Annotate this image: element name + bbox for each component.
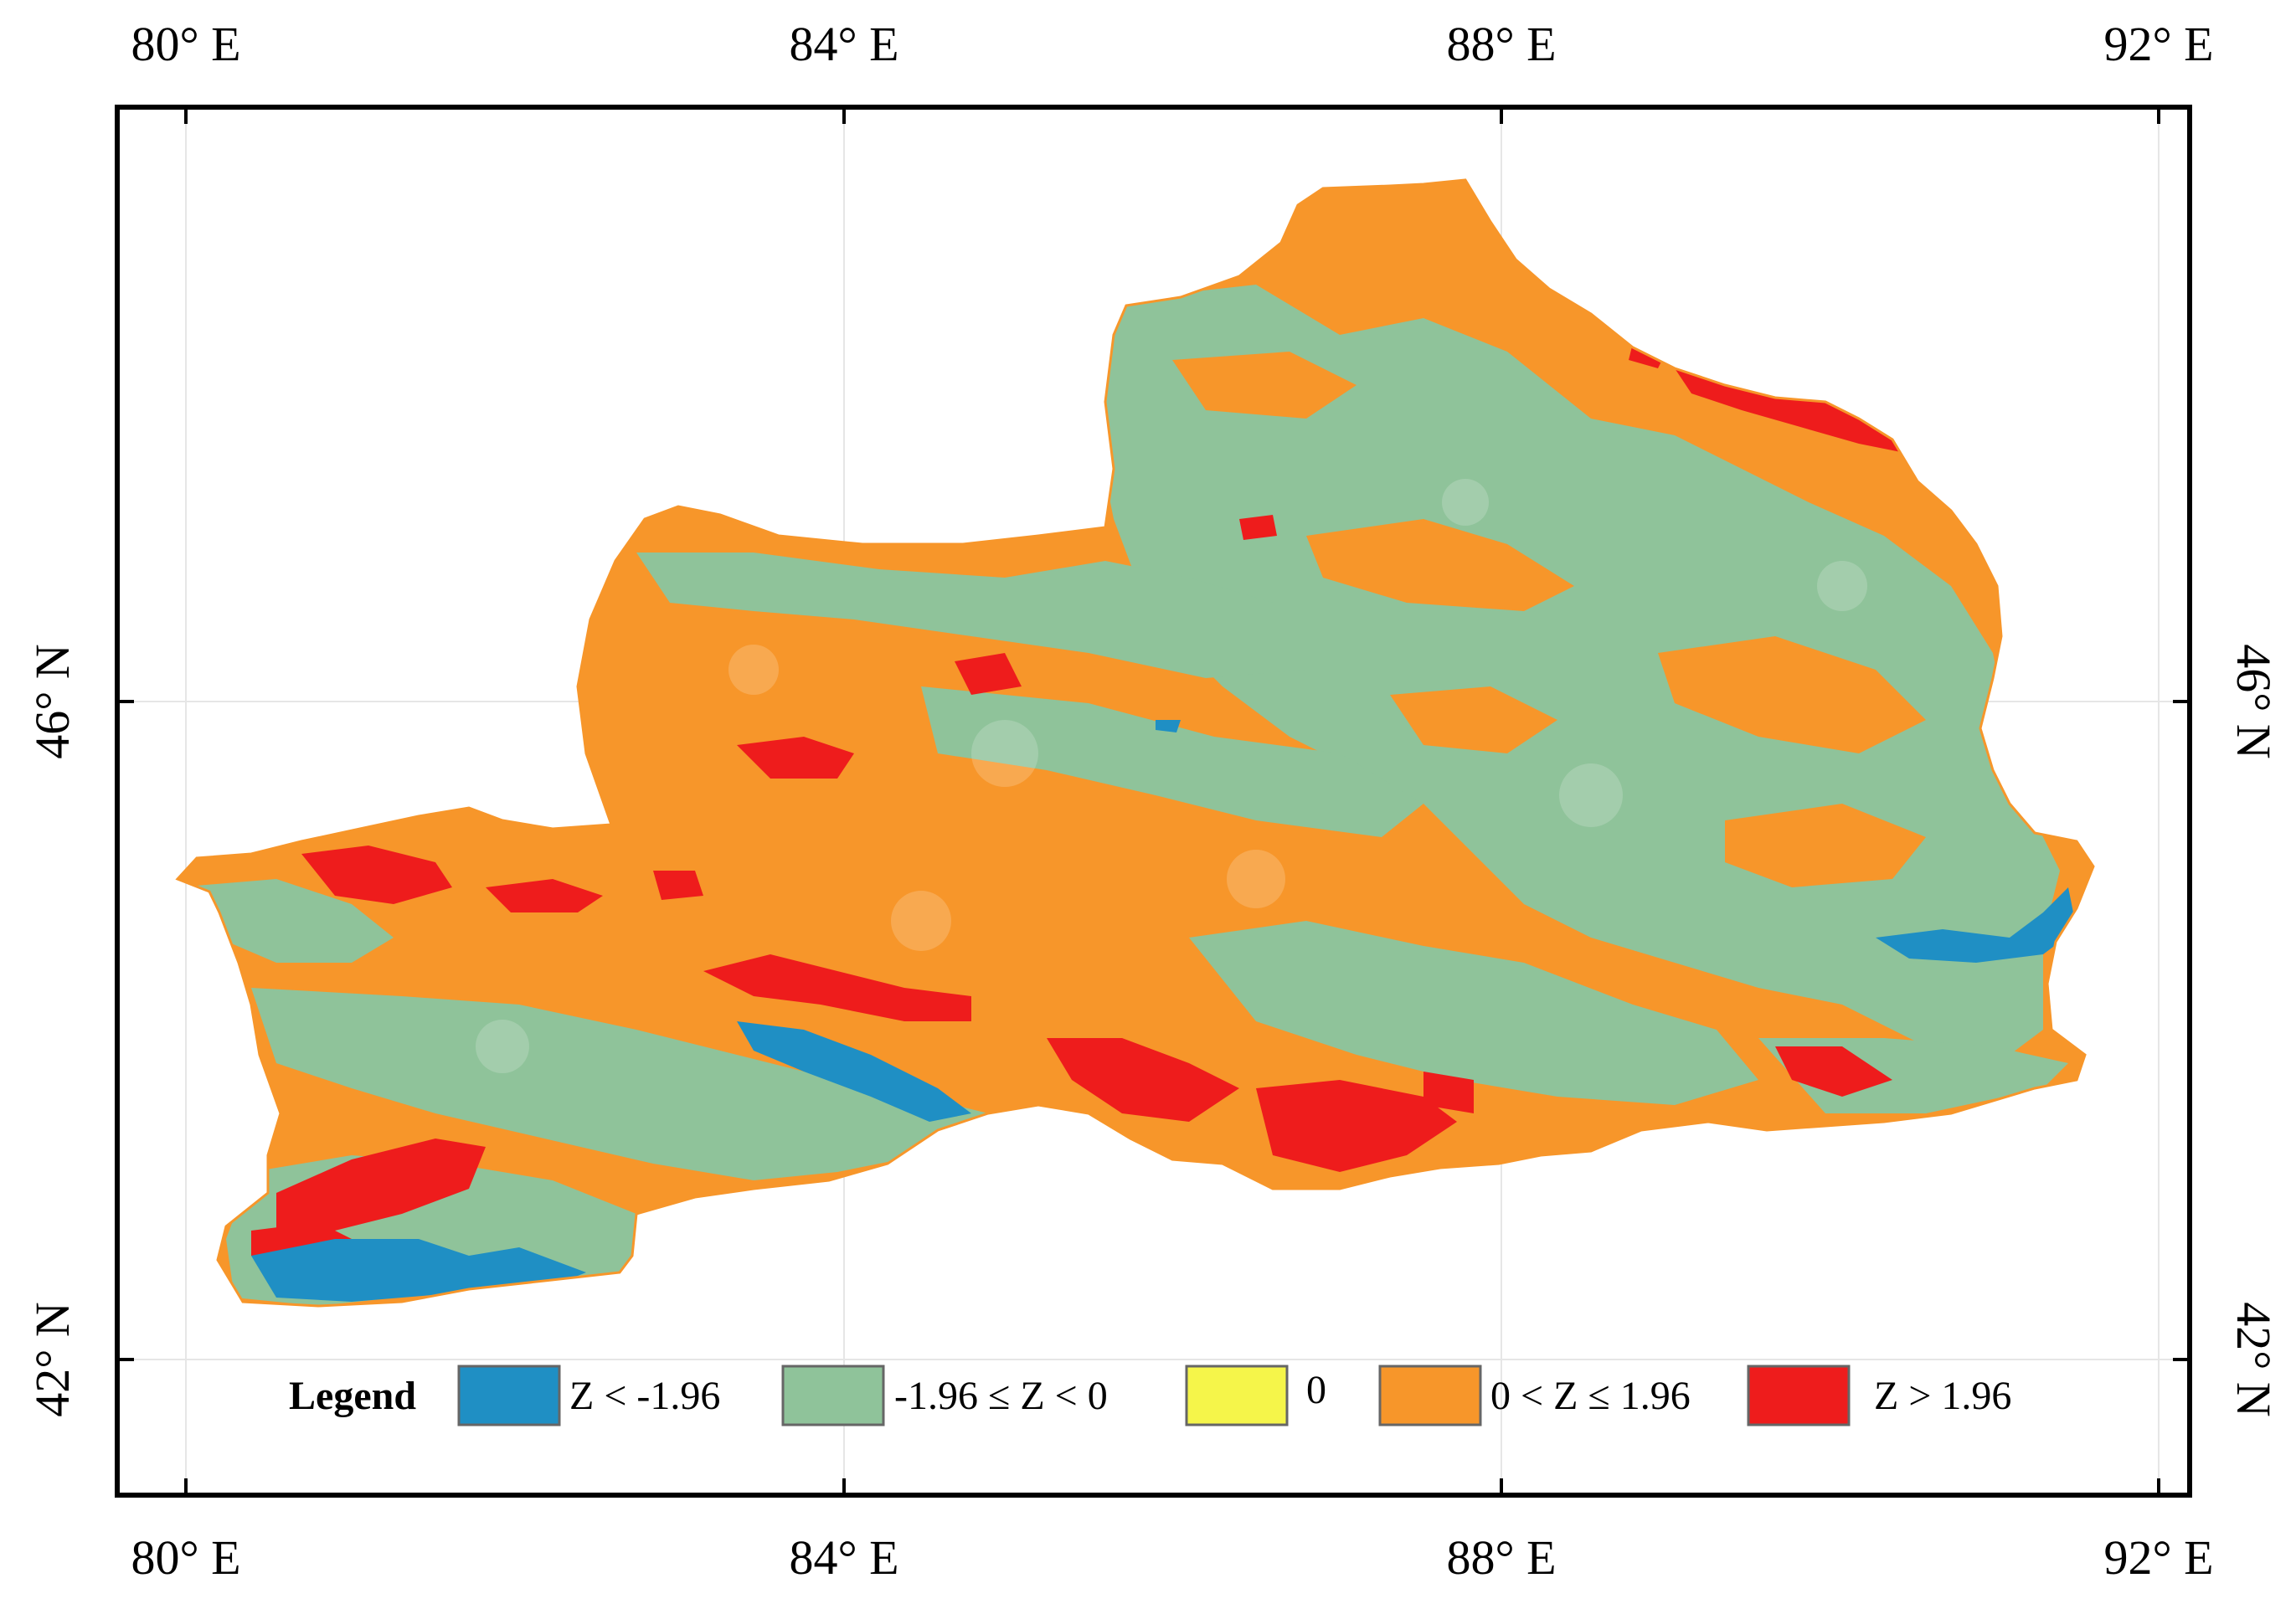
bottom-tick-label: 80° E <box>131 1530 240 1585</box>
legend-label: Z > 1.96 <box>1874 1374 2011 1418</box>
orange-islands <box>1172 352 1926 887</box>
bottom-axis-labels: 80° E 84° E 88° E 92° E <box>131 1530 2213 1585</box>
right-axis-labels: 46° N 42° N <box>2227 644 2281 1417</box>
top-tick-label: 88° E <box>1446 17 1556 71</box>
legend-swatch-weak-positive <box>1378 1365 1482 1426</box>
left-axis-labels: 46° N 42° N <box>25 644 80 1417</box>
legend-swatch-weak-negative <box>781 1365 885 1426</box>
legend: Legend Z < -1.96 -1.96 ≤ Z < 0 0 0 < Z ≤… <box>289 1365 2011 1426</box>
legend-title: Legend <box>289 1374 416 1418</box>
bottom-tick-label: 88° E <box>1446 1530 1556 1585</box>
legend-label: -1.96 ≤ Z < 0 <box>894 1374 1108 1418</box>
right-tick-label: 42° N <box>2227 1302 2281 1417</box>
tick-marks <box>117 107 2190 1495</box>
top-tick-label: 92° E <box>2103 17 2213 71</box>
legend-swatch-zero <box>1185 1365 1289 1426</box>
blue-zones <box>251 720 2077 1302</box>
right-tick-label: 46° N <box>2227 644 2281 759</box>
texture-speckles <box>476 479 1867 1073</box>
top-tick-label: 80° E <box>131 17 240 71</box>
region-outline <box>175 178 2095 1308</box>
top-axis-labels: 80° E 84° E 88° E 92° E <box>131 17 2213 71</box>
top-tick-label: 84° E <box>789 17 898 71</box>
legend-label: Z < -1.96 <box>569 1374 720 1418</box>
legend-swatch-strong-negative <box>457 1365 561 1426</box>
bottom-tick-label: 92° E <box>2103 1530 2213 1585</box>
left-tick-label: 42° N <box>25 1302 80 1417</box>
legend-label: 0 <box>1306 1368 1326 1412</box>
left-tick-label: 46° N <box>25 644 80 759</box>
bottom-tick-label: 84° E <box>789 1530 898 1585</box>
red-zones <box>251 343 1901 1256</box>
legend-label: 0 < Z ≤ 1.96 <box>1490 1374 1691 1418</box>
legend-swatch-strong-positive <box>1747 1365 1851 1426</box>
